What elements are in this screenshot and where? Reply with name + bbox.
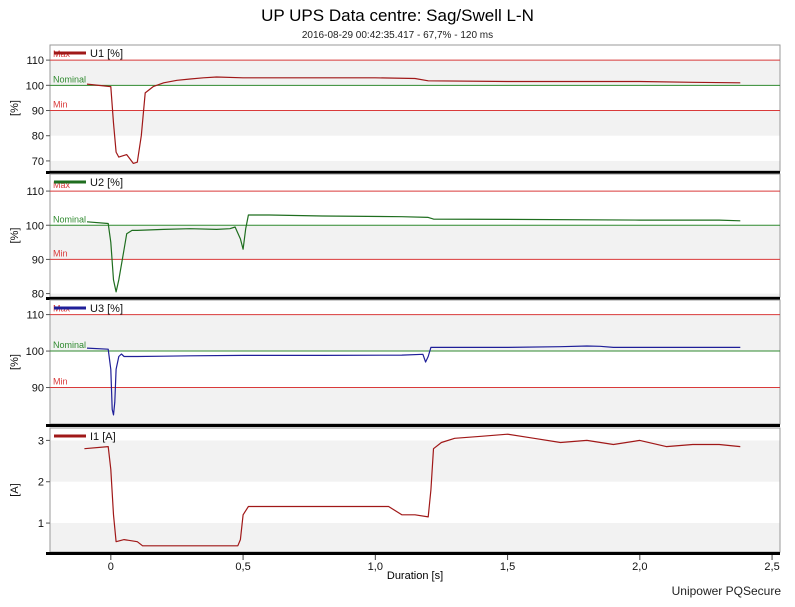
legend-label: U3 [%] [90, 303, 123, 315]
y-tick-label: 80 [32, 289, 44, 301]
x-tick-label: 2,5 [764, 561, 779, 573]
y-tick-label: 1 [38, 518, 44, 530]
panel-i1: 1 2 3 [A] I1 [A] [9, 427, 781, 555]
legend-u1: U1 [%] [54, 48, 123, 60]
x-tick-label: 2,0 [632, 561, 647, 573]
chart-title: UP UPS Data centre: Sag/Swell L-N [261, 6, 534, 25]
refline-label-nominal: Nominal [53, 340, 86, 350]
refline-label-max: Max [53, 180, 71, 190]
grid-band [50, 387, 780, 424]
y-axis-label: [%] [9, 354, 21, 370]
y-tick-label: 100 [26, 346, 44, 358]
x-axis: 0 0,5 1,0 1,5 2,0 2,5 [108, 555, 780, 573]
x-tick-label: 1,0 [368, 561, 383, 573]
refline-label-nominal: Nominal [53, 74, 86, 84]
series-line-i1 [84, 433, 741, 547]
legend-u2: U2 [%] [54, 177, 123, 189]
grid-band [50, 110, 780, 136]
y-tick-label: 110 [26, 310, 44, 322]
x-tick-label: 1,5 [500, 561, 515, 573]
refline-label-min: Min [53, 377, 68, 387]
y-axis-label: [%] [9, 228, 21, 244]
grid-band [50, 440, 780, 482]
legend-label: U2 [%] [90, 177, 123, 189]
refline-label-min: Min [53, 248, 68, 258]
chart-subtitle: 2016-08-29 00:42:35.417 - 67,7% - 120 ms [301, 30, 494, 41]
legend-label: I1 [A] [90, 431, 116, 443]
grid-band [50, 225, 780, 260]
y-axis-label: [%] [9, 100, 21, 116]
y-tick-label: 2 [38, 477, 44, 489]
y-tick-label: 100 [26, 80, 44, 92]
y-tick-label: 70 [32, 156, 44, 168]
series-line-u3 [86, 345, 741, 416]
y-tick-label: 90 [32, 383, 44, 395]
series-line-u2 [86, 214, 741, 293]
y-tick-label: 110 [26, 186, 44, 198]
legend-i1: I1 [A] [54, 431, 116, 443]
grid-band [50, 160, 780, 171]
y-tick-label: 110 [26, 55, 44, 67]
refline-label-min: Min [53, 100, 68, 110]
grid-band [50, 293, 780, 297]
x-tick-label: 0 [108, 561, 114, 573]
y-tick-label: 3 [38, 435, 44, 447]
panel-u2: 80 90 100 110 [%] Max Nominal Min U2 [%] [9, 173, 781, 301]
x-axis-label: Duration [s] [386, 570, 444, 582]
x-tick-label: 0,5 [235, 561, 250, 573]
grid-band [50, 523, 780, 552]
y-tick-label: 90 [32, 106, 44, 118]
legend-u3: U3 [%] [54, 303, 123, 315]
footer-brand: Unipower PQSecure [671, 584, 781, 598]
refline-label-nominal: Nominal [53, 214, 86, 224]
y-tick-label: 100 [26, 220, 44, 232]
y-tick-label: 90 [32, 254, 44, 266]
grid-band [50, 314, 780, 352]
legend-label: U1 [%] [90, 48, 123, 60]
y-axis-label: [A] [9, 483, 21, 496]
chart-panels: 70 80 90 100 110 [%] Max Nominal Min U1 [%] 80 90 10… [9, 44, 781, 555]
series-line-u1 [86, 76, 741, 164]
y-tick-label: 80 [32, 131, 44, 143]
